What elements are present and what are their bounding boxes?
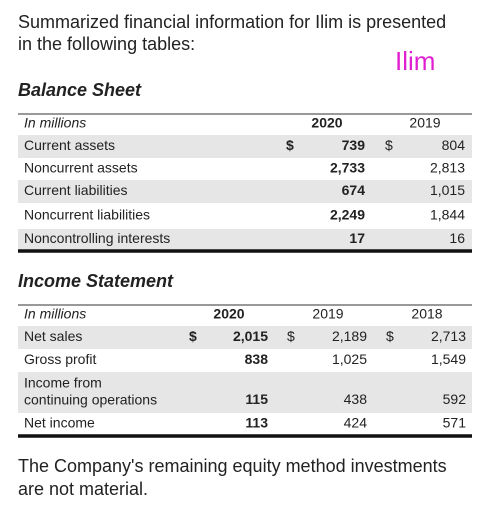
footer-line: The Company's remaining equity method in… [18,456,447,476]
cell-value: 1,549 [431,351,466,367]
row-label: Net income [24,415,95,431]
row-shade [18,180,472,203]
row-label: Noncontrolling interests [24,230,170,246]
cell-value: 113 [245,415,268,431]
row-shade [18,229,472,250]
company-tag: Ilim [395,46,435,76]
header-year: 2018 [411,306,442,322]
cell-value: 438 [344,391,368,407]
cell-value: 674 [342,182,366,198]
cell-value: 16 [449,230,465,246]
cell-value: 115 [245,391,268,407]
intro-line: Summarized financial information for Ili… [18,12,446,32]
cell-value: 2,189 [332,328,367,344]
row-label: Noncurrent liabilities [24,207,150,223]
row-shade [18,135,472,158]
row-label: Gross profit [24,351,96,367]
cell-value: 2,249 [330,207,365,223]
cell-value: 1,025 [332,351,367,367]
header-label: In millions [24,115,86,131]
currency: $ [286,137,294,153]
header-label: In millions [24,306,86,322]
cell-value: 17 [349,230,365,246]
cell-value: 804 [442,137,466,153]
cell-value: 2,813 [430,160,465,176]
table-title: Income Statement [18,271,174,291]
table-title: Balance Sheet [18,80,142,100]
footer-line: are not material. [18,479,148,499]
header-year: 2019 [409,115,440,131]
cell-value: 571 [443,415,467,431]
currency: $ [189,328,197,344]
cell-value: 1,015 [430,182,465,198]
row-label: Income from [24,375,102,391]
header-year: 2020 [311,115,342,131]
currency: $ [385,137,393,153]
cell-value: 424 [344,415,368,431]
cell-value: 2,713 [431,328,466,344]
cell-value: 592 [443,391,467,407]
cell-value: 2,733 [330,160,365,176]
row-shade [18,326,472,349]
currency: $ [287,328,295,344]
header-year: 2019 [312,306,343,322]
cell-value: 739 [342,137,366,153]
row-label: continuing operations [24,392,157,408]
cell-value: 2,015 [233,328,268,344]
header-year: 2020 [213,306,244,322]
row-label: Current assets [24,137,115,153]
cell-value: 1,844 [430,207,465,223]
row-label: Noncurrent assets [24,160,138,176]
row-label: Net sales [24,328,82,344]
currency: $ [386,328,394,344]
row-shade [18,372,472,413]
intro-line: in the following tables: [18,34,195,54]
row-label: Current liabilities [24,182,127,198]
cell-value: 838 [245,351,269,367]
